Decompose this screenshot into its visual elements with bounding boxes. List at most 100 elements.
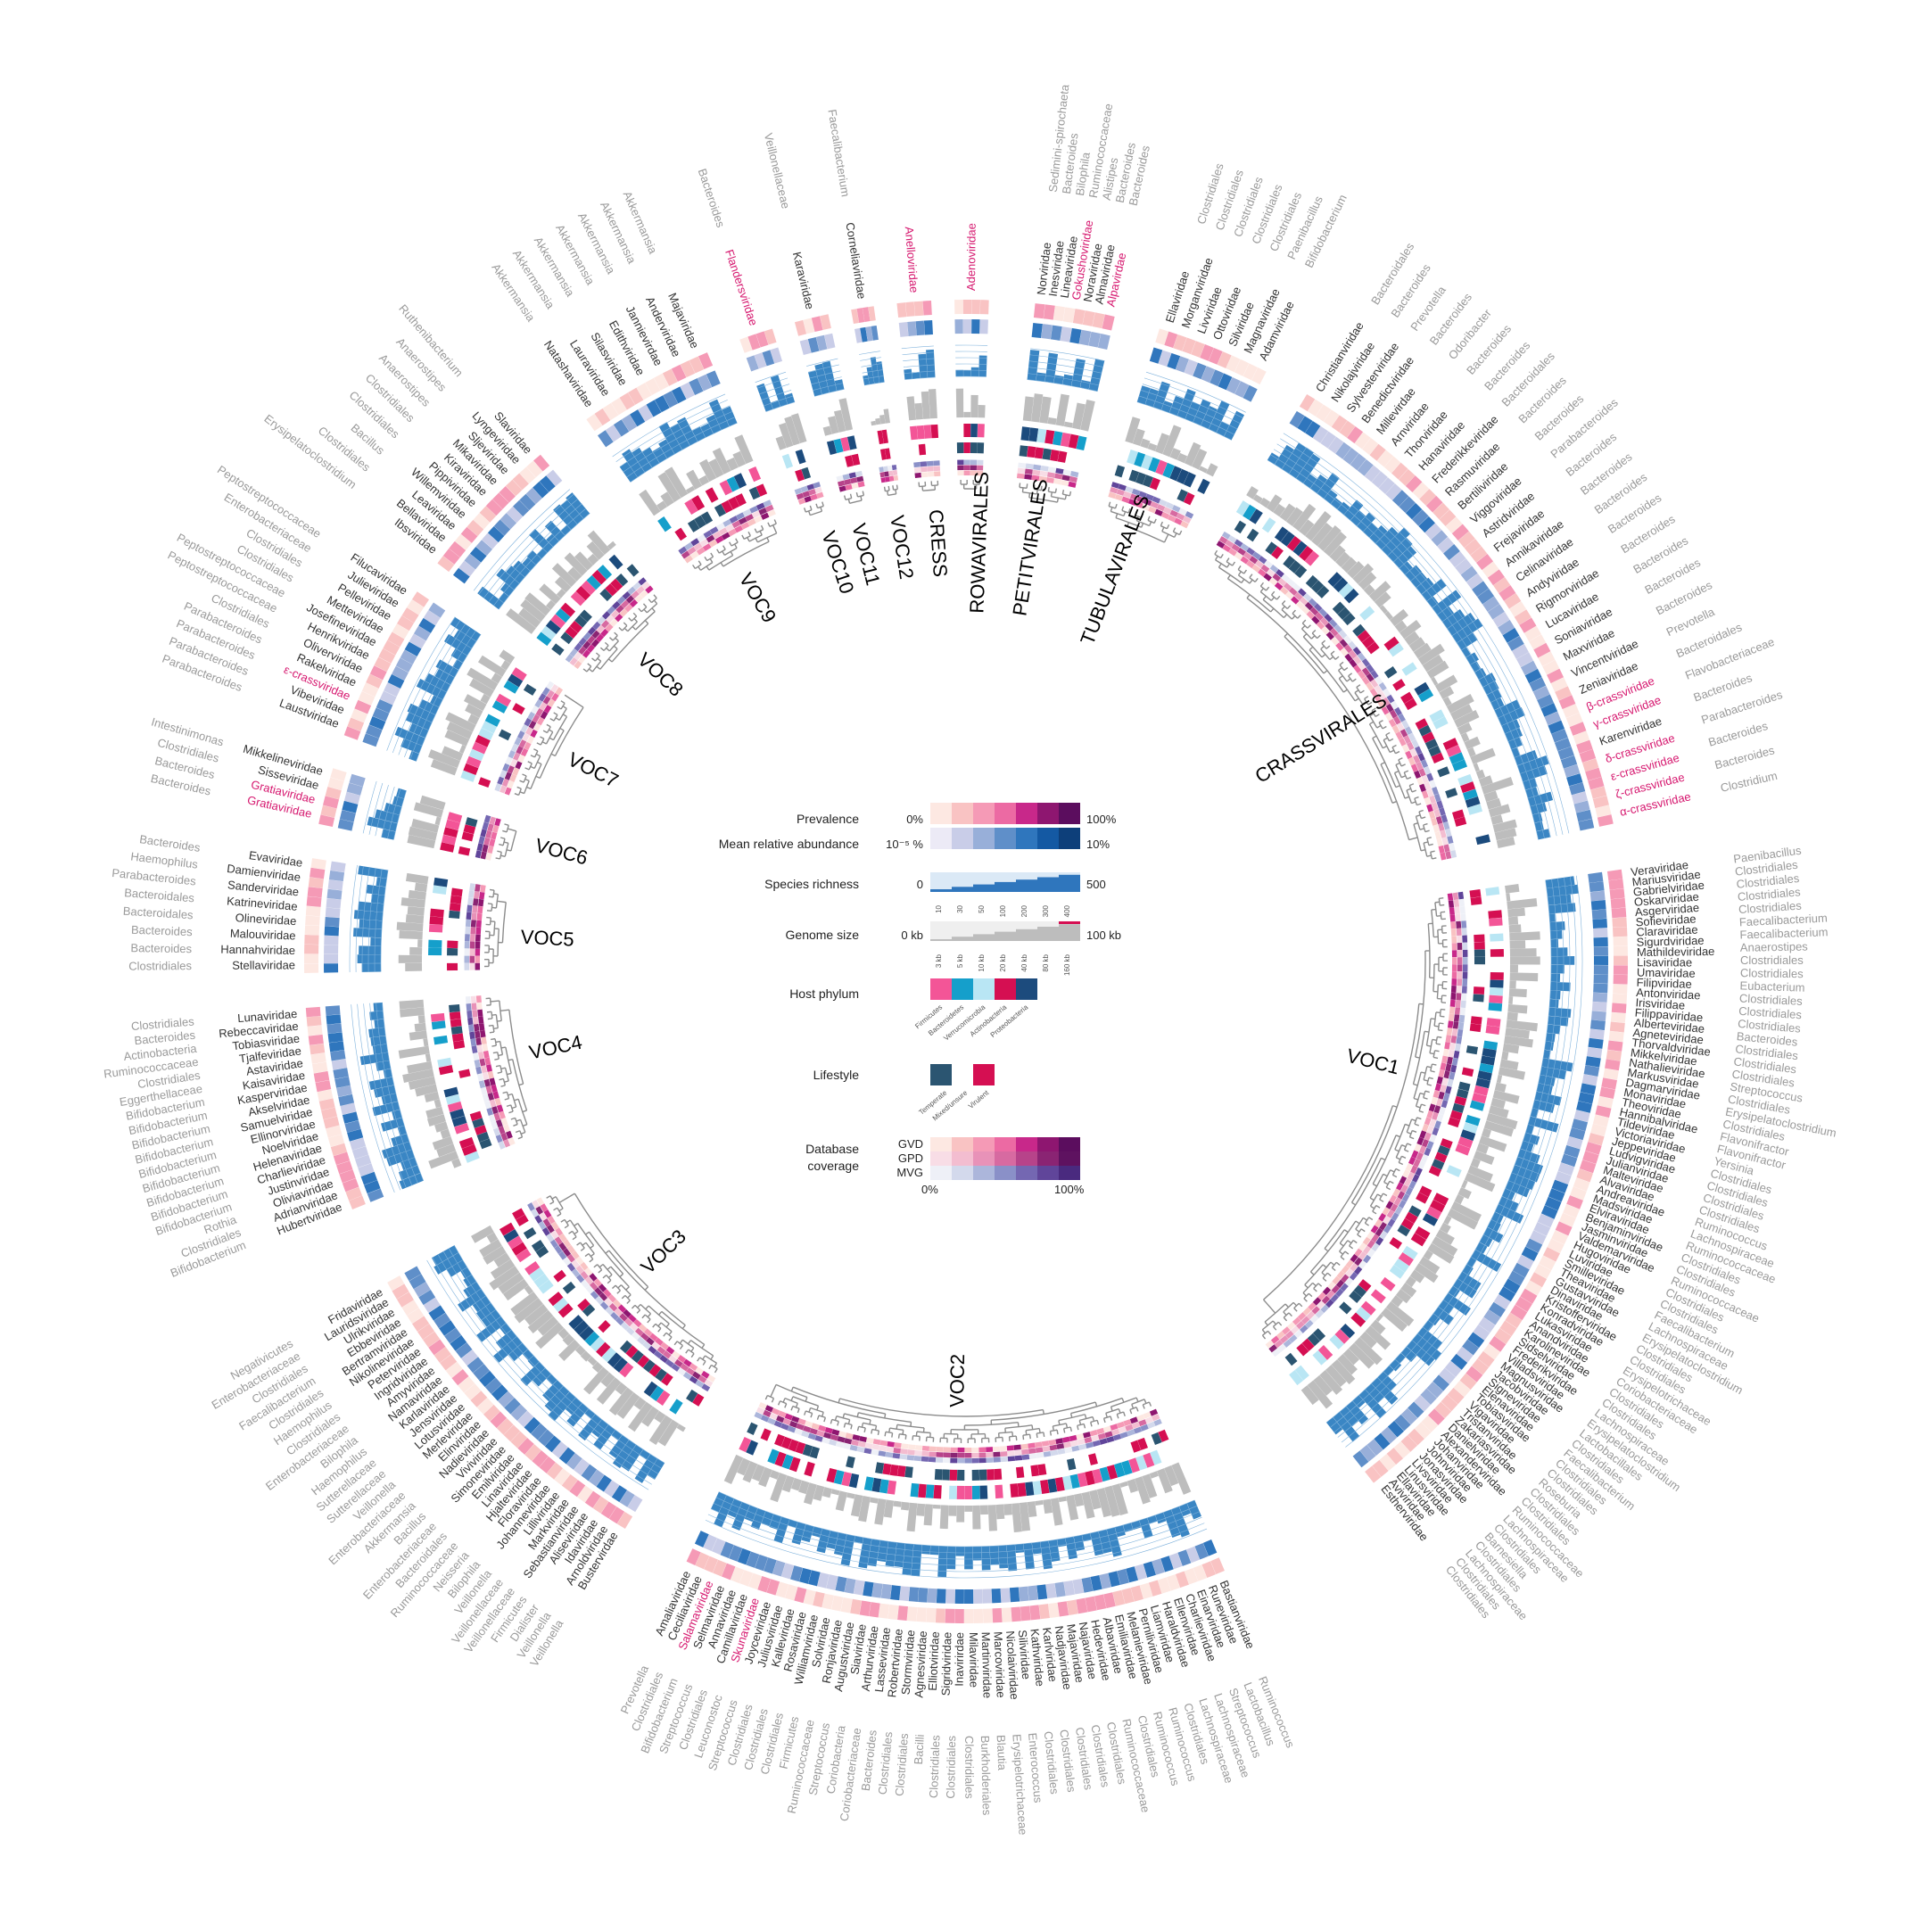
abundance-cell: [504, 1398, 521, 1415]
prevalence-cell: [971, 300, 980, 315]
tree-branch: [849, 493, 853, 499]
lifestyle-cell: [465, 817, 478, 828]
coverage-cell: [842, 1442, 851, 1450]
prevalence-cell: [1519, 617, 1537, 633]
lifestyle-cell: [918, 443, 927, 456]
coverage-cell: [1422, 1123, 1429, 1133]
lifestyle-cell: [1294, 565, 1308, 579]
coverage-cell: [502, 763, 510, 772]
coverage-cell: [796, 1423, 805, 1431]
abundance-cell: [1041, 324, 1053, 340]
lifestyle-cell: [1457, 1081, 1471, 1092]
tree-branch: [849, 499, 863, 504]
tree-branch: [1430, 850, 1435, 853]
coverage-cell: [1263, 573, 1272, 582]
coverage-cell: [926, 460, 934, 466]
richness-bar: [374, 1019, 385, 1028]
genome-bar: [524, 1304, 549, 1326]
coverage-cell: [476, 843, 483, 852]
richness-bar: [546, 533, 559, 548]
coverage-cell: [619, 1313, 628, 1322]
coverage-cell: [907, 1449, 915, 1456]
coverage-cell: [1401, 720, 1409, 729]
prevalence-cell: [1001, 1607, 1012, 1622]
abundance-cell: [1350, 453, 1366, 471]
coverage-cell: [509, 773, 517, 782]
coverage-cell: [1445, 1063, 1452, 1072]
tree-branch: [491, 1044, 497, 1047]
tree-branch: [1272, 1320, 1276, 1325]
tree-branch: [1416, 1105, 1421, 1109]
lifestyle-cell: [949, 1469, 958, 1481]
richness-gridline: [437, 1254, 656, 1480]
coverage-cell: [580, 1270, 589, 1280]
tree-branch: [1064, 494, 1068, 499]
tree-branch: [1304, 1283, 1309, 1289]
coverage-cell: [528, 720, 537, 730]
coverage-cell: [1398, 713, 1406, 722]
abundance-cell: [1320, 431, 1336, 449]
coverage-cell: [971, 1457, 979, 1464]
coverage-cell: [543, 1209, 552, 1218]
tree-branch: [668, 1331, 673, 1336]
coverage-cell: [653, 1350, 663, 1359]
coverage-cell: [483, 1050, 490, 1059]
tree-branch: [1430, 1069, 1435, 1073]
prevalence-cell: [392, 623, 409, 640]
genome-bar: [790, 1477, 803, 1491]
genome-bar: [428, 1151, 459, 1169]
tree-branch: [1259, 582, 1265, 587]
tree-branch: [1084, 1414, 1087, 1419]
host-cell: [619, 1362, 634, 1378]
coverage-cell: [1341, 1265, 1350, 1275]
host-cell: [705, 487, 719, 503]
coverage-cell: [760, 1415, 770, 1423]
host-cell: [1489, 995, 1503, 1004]
abundance-cell: [337, 819, 354, 831]
genome-bar: [699, 458, 717, 483]
genome-bar: [1149, 1471, 1159, 1479]
coverage-cell: [1069, 475, 1078, 483]
lifestyle-cell: [1392, 679, 1406, 691]
coverage-cell: [1303, 592, 1312, 602]
genome-bar: [1003, 1503, 1013, 1515]
coverage-cell: [706, 1374, 716, 1382]
richness-bar: [1163, 1509, 1181, 1538]
richness-gridline: [349, 864, 358, 973]
tree-branch: [847, 499, 851, 504]
tree-branch: [1160, 521, 1163, 526]
clade-label-voc5: VOC5: [520, 926, 574, 951]
lifestyle-cell: [795, 1441, 806, 1455]
richness-bar: [972, 1546, 982, 1561]
tree-branch: [1312, 1282, 1317, 1287]
coverage-cell: [1442, 821, 1450, 830]
host-cell: [767, 1448, 780, 1465]
tree-branch: [1334, 656, 1340, 660]
prevalence-cell: [330, 768, 347, 781]
abundance-cell: [1431, 530, 1449, 547]
coverage-cell: [1046, 472, 1056, 478]
lifestyle-cell: [565, 626, 578, 639]
host-cell: [1380, 1276, 1396, 1292]
lifestyle-cell: [755, 483, 768, 497]
tree-branch: [1226, 557, 1230, 563]
coverage-cell: [1457, 950, 1463, 958]
host-cell: [1141, 454, 1153, 470]
genome-bar: [396, 921, 424, 932]
lifestyle-cell: [1305, 574, 1318, 589]
legend-host-scale: FirmicutesBacteroidetesVerrucomicrobiaAc…: [913, 978, 1037, 1043]
genome-bar: [871, 420, 877, 426]
tree-branch: [790, 1396, 794, 1401]
tree-branch: [734, 543, 738, 549]
genome-bar: [479, 1239, 502, 1258]
tree-branch: [574, 1222, 579, 1226]
abundance-cell: [1108, 1571, 1120, 1588]
abundance-cell: [360, 1171, 377, 1185]
genome-bar: [1509, 964, 1518, 973]
coverage-cell: [1007, 1450, 1015, 1457]
coverage-cell: [857, 1440, 866, 1448]
lifestyle-cell: [963, 442, 970, 454]
host-label: Veillonellaceae: [762, 132, 793, 210]
coverage-cell: [1050, 1449, 1059, 1457]
abundance-cell: [1394, 1414, 1411, 1432]
